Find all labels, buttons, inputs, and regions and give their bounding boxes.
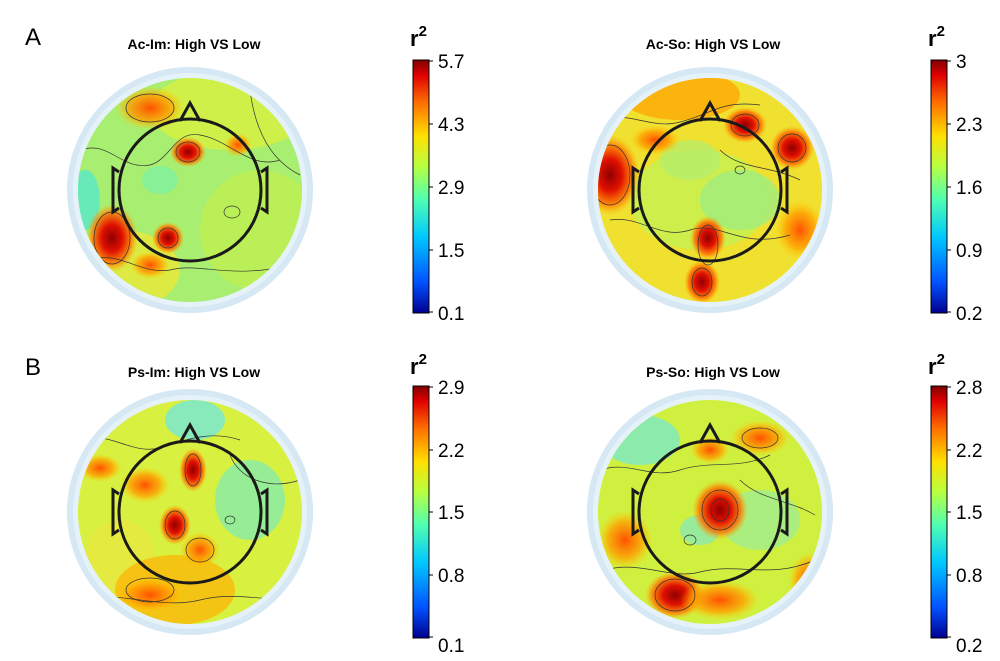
colorbar-tick: 2.3	[956, 115, 982, 136]
colorbar-title-ac-so: r2	[928, 23, 945, 51]
colorbar-tick: 1.5	[438, 241, 464, 262]
colorbar-tick: 0.8	[956, 566, 982, 587]
colorbar-tick: 0.1	[438, 636, 464, 657]
row-label-b: B	[25, 354, 42, 381]
colorbar-tick: 2.2	[438, 441, 464, 462]
panel-title-ps-im: Ps-Im: High VS Low	[127, 364, 261, 380]
panel-title-ps-so: Ps-So: High VS Low	[646, 364, 780, 380]
colorbar-tick: 1.5	[438, 503, 464, 524]
colorbar-tick: 4.3	[438, 115, 464, 136]
colorbar-tick: 0.1	[438, 304, 464, 325]
colorbar-tick: 2.8	[956, 378, 982, 399]
topoplot-ac-so	[587, 67, 833, 313]
row-label-a: A	[25, 24, 42, 51]
colorbar-title-ac-im: r2	[410, 23, 427, 51]
colorbar-ps-so: r2 2.8 2.2 1.5 0.8 0.2	[928, 351, 982, 657]
colorbar-tick: 0.8	[438, 566, 464, 587]
topoplot-ps-im	[67, 389, 313, 635]
colorbar-tick: 5.7	[438, 52, 464, 73]
colorbar-tick: 1.6	[956, 178, 982, 199]
colorbar-tick: 2.2	[956, 441, 982, 462]
colorbar-title-ps-im: r2	[410, 351, 427, 379]
colorbar-ac-so: r2 3 2.3 1.6 0.9 0.2	[928, 23, 982, 325]
colorbar-tick: 3	[956, 52, 967, 73]
topoplot-ps-so	[587, 389, 833, 635]
colorbar-tick: 2.9	[438, 178, 464, 199]
colorbar-tick: 2.9	[438, 378, 464, 399]
colorbar-tick: 0.2	[956, 304, 982, 325]
colorbar-ac-im: r2 5.7 4.3 2.9 1.5 0.1	[410, 23, 464, 325]
panel-title-ac-so: Ac-So: High VS Low	[645, 36, 781, 52]
colorbar-tick: 0.9	[956, 241, 982, 262]
colorbar-ps-im: r2 2.9 2.2 1.5 0.8 0.1	[410, 351, 464, 657]
topoplot-ac-im	[67, 67, 313, 313]
colorbar-tick: 0.2	[956, 636, 982, 657]
colorbar-tick: 1.5	[956, 503, 982, 524]
panel-title-ac-im: Ac-Im: High VS Low	[127, 36, 261, 52]
colorbar-title-ps-so: r2	[928, 351, 945, 379]
